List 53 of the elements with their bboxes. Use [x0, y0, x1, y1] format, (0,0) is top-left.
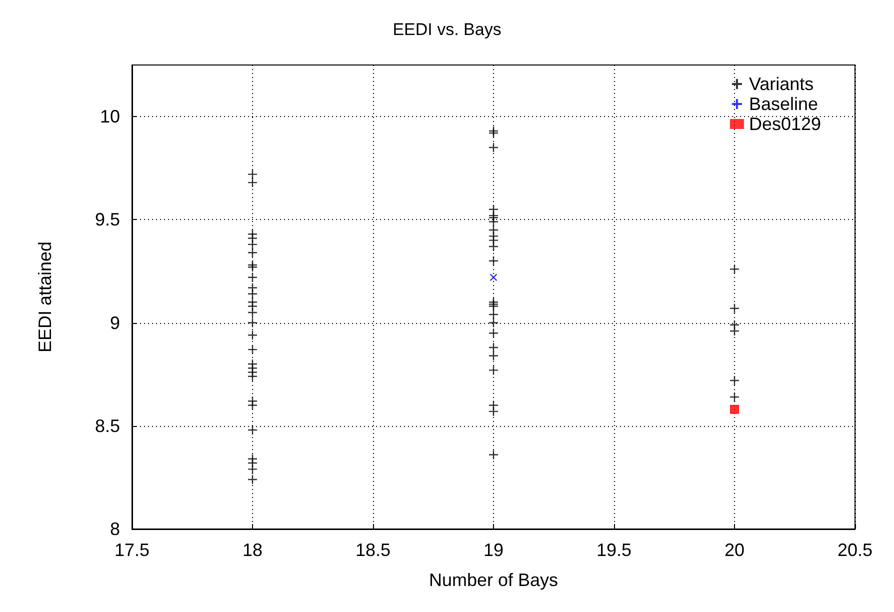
point [247, 239, 258, 250]
point [247, 464, 258, 474]
point [247, 262, 258, 272]
point [247, 474, 258, 485]
point [729, 326, 740, 336]
legend-label: Baseline [748, 94, 818, 114]
legend-label: Des0129 [748, 114, 822, 134]
point [247, 424, 258, 436]
x-axis-title: Number of Bays [428, 570, 558, 590]
point [247, 288, 258, 300]
point [488, 342, 499, 353]
point [488, 365, 499, 376]
point [247, 330, 258, 340]
point [247, 272, 258, 283]
point [730, 404, 739, 414]
point [247, 318, 258, 328]
y-axis-title: EEDI attained [35, 241, 55, 353]
y-tick-label: 10 [100, 106, 120, 127]
point [488, 406, 499, 417]
point [247, 169, 258, 180]
point [247, 307, 258, 318]
point [488, 216, 499, 227]
legend-label: Variants [748, 74, 814, 94]
x-tick-label: 18.5 [355, 540, 391, 560]
x-tick-label: 20.5 [837, 540, 873, 560]
point [729, 392, 740, 402]
x-tick-label: 17.5 [114, 540, 150, 560]
x-tick-label: 18 [242, 540, 263, 560]
point [488, 142, 499, 153]
y-tick-label: 9 [110, 312, 120, 333]
x-tick-label: 19 [483, 540, 504, 560]
y-tick-label: 8 [110, 519, 120, 539]
point [488, 309, 499, 320]
point [247, 400, 258, 410]
x-tick-label: 19.5 [596, 540, 632, 560]
point [488, 256, 499, 266]
point [488, 318, 499, 328]
point [247, 248, 258, 258]
point [488, 241, 499, 252]
point [488, 328, 499, 338]
x-tick-label: 20 [724, 540, 745, 560]
point [729, 375, 740, 386]
point [729, 264, 740, 274]
point [247, 177, 258, 188]
point [488, 350, 499, 361]
point [488, 450, 499, 460]
point [490, 274, 498, 282]
point [729, 303, 740, 314]
point [247, 371, 258, 382]
chart-title: EEDI vs. Bays [392, 20, 502, 39]
point [247, 344, 258, 355]
y-tick-label: 9.5 [94, 210, 120, 230]
y-tick-label: 8.5 [94, 416, 120, 436]
